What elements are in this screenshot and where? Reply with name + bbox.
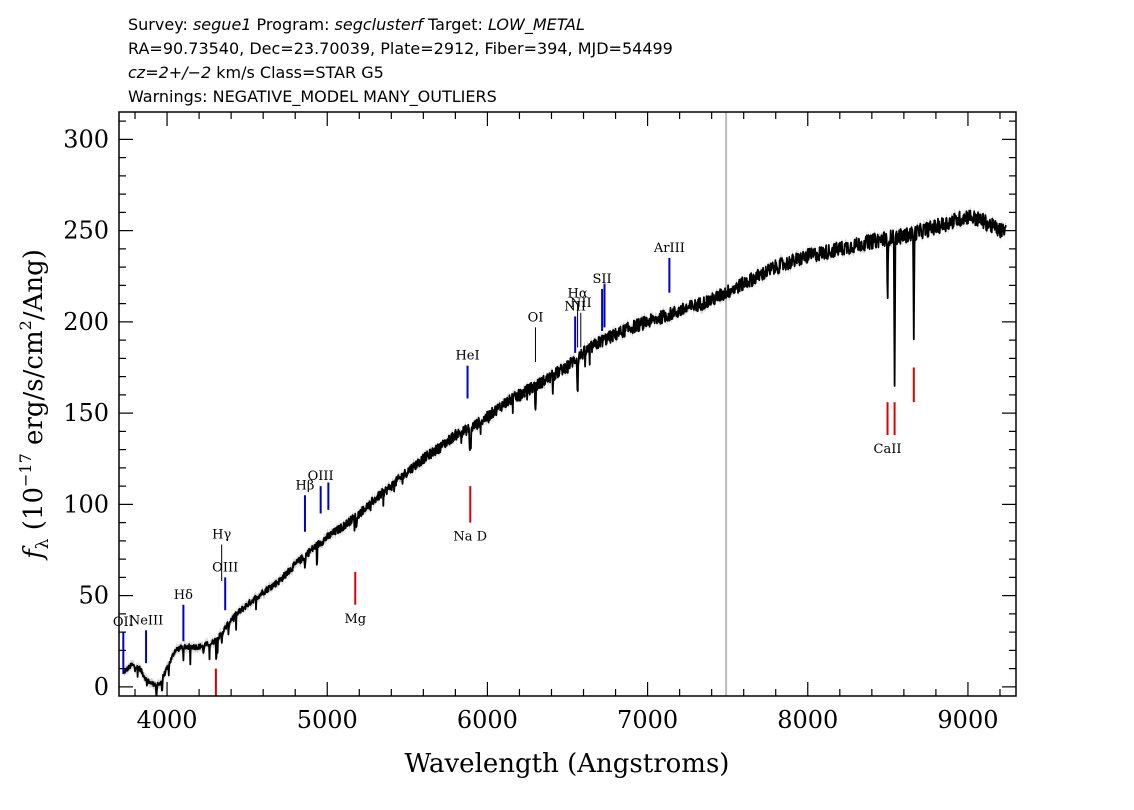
y-tick-label-250: 250	[63, 217, 109, 245]
y-tick-label-200: 200	[63, 308, 109, 336]
y-axis-label: fλ (10−17 erg/s/cm2/Ang)	[16, 249, 53, 561]
emission-line-label-11: Hα	[568, 287, 588, 302]
spectral-line-labels: OIINeIIIHδHγOIIIHβOIIIHeIOINIIHαNIISIIAr…	[113, 241, 902, 630]
x-tick-label-8000: 8000	[777, 706, 838, 734]
y-tick-label-300: 300	[63, 125, 109, 153]
header-line-2: RA=90.73540, Dec=23.70039, Plate=2912, F…	[128, 39, 673, 58]
emission-line-label-1: NeIII	[129, 613, 163, 628]
emission-line-label-12: NII	[570, 296, 592, 311]
spectrum-layer	[123, 206, 1007, 696]
header-line-1: Survey: segue1 Program: segclusterf Targ…	[128, 15, 585, 35]
emission-line-label-9: OI	[528, 310, 544, 325]
x-tick-label-9000: 9000	[937, 706, 998, 734]
spectrum-line	[123, 209, 1007, 696]
axis-ticks	[119, 112, 1016, 696]
emission-line-label-15: ArIII	[653, 241, 685, 256]
y-tick-label-150: 150	[63, 399, 109, 427]
x-tick-label-6000: 6000	[457, 706, 518, 734]
emission-line-label-4: OIII	[212, 560, 238, 575]
emission-line-label-5: Hβ	[296, 478, 315, 493]
y-tick-label-50: 50	[78, 582, 109, 610]
spectral-lines-layer	[122, 258, 915, 696]
x-tick-label-7000: 7000	[617, 706, 678, 734]
absorption-line-label-3: CaII	[874, 442, 902, 457]
absorption-line-label-1: Na D	[453, 530, 487, 545]
y-tick-label-0: 0	[94, 673, 109, 701]
emission-line-label-6: OIII	[308, 469, 334, 484]
emission-line-label-8: HeI	[455, 349, 479, 364]
emission-line-label-10: NII	[564, 299, 586, 314]
emission-line-label-13: SII	[593, 272, 612, 287]
x-tick-label-5000: 5000	[297, 706, 358, 734]
emission-line-label-3: Hγ	[212, 528, 231, 543]
plot-frame	[118, 111, 1017, 697]
y-tick-label-100: 100	[63, 490, 109, 518]
emission-line-label-0: OII	[113, 615, 134, 630]
header-line-4: Warnings: NEGATIVE_MODEL MANY_OUTLIERS	[128, 87, 497, 107]
x-tick-label-4000: 4000	[137, 706, 198, 734]
x-axis-label: Wavelength (Angstroms)	[405, 749, 730, 779]
emission-line-label-2: Hδ	[174, 588, 193, 603]
header-line-3: cz=2+/−2 km/s Class=STAR G5	[128, 63, 384, 82]
axis-tick-labels: 4000 5000 6000 7000 8000 9000 0 50 100 150 200 250 3…	[63, 125, 998, 734]
absorption-line-label-0: Mg	[344, 612, 366, 627]
